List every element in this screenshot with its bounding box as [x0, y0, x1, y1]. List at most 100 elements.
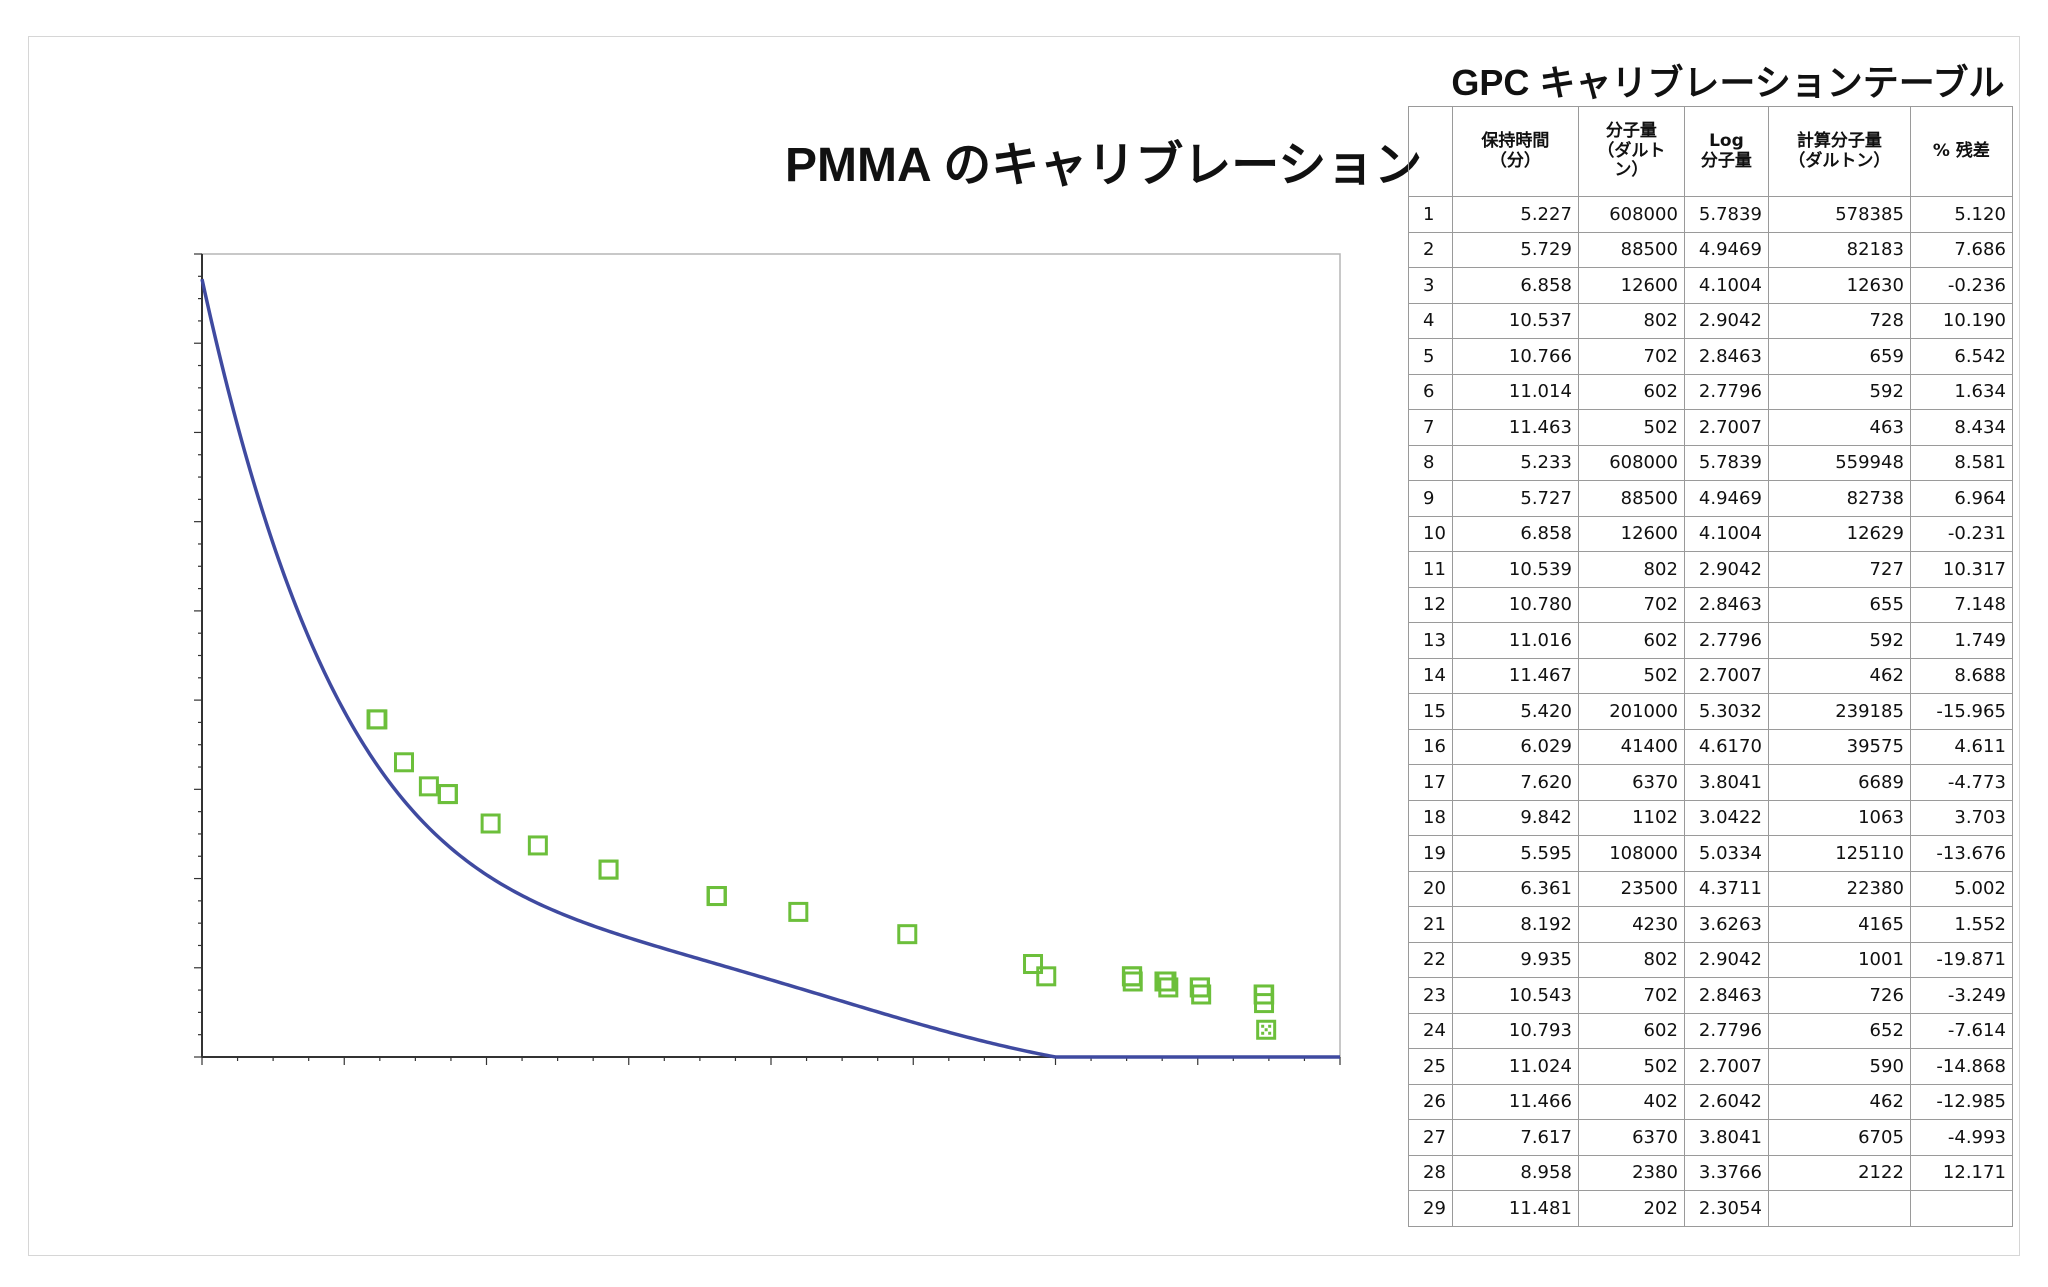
table-cell: 702: [1577, 338, 1685, 375]
table-cell: 702: [1577, 977, 1685, 1014]
row-index: 12: [1408, 586, 1453, 623]
table-cell: 5.595: [1451, 835, 1579, 872]
table-cell: 22380: [1767, 870, 1911, 907]
table-cell: 8.434: [1909, 409, 2013, 446]
table-cell: 702: [1577, 586, 1685, 623]
row-index: 15: [1408, 693, 1453, 730]
table-cell: 652: [1767, 1012, 1911, 1049]
table-cell: 3.0422: [1683, 799, 1769, 836]
table-cell: 608000: [1577, 196, 1685, 233]
table-row: 25 11.024 502 2.7007 590 -14.868: [1408, 1048, 2013, 1085]
table-cell: 82738: [1767, 480, 1911, 517]
table-cell: 11.463: [1451, 409, 1579, 446]
data-point: [1122, 966, 1143, 987]
table-cell: 402: [1577, 1083, 1685, 1120]
row-index: 17: [1408, 764, 1453, 801]
data-point: [393, 752, 414, 773]
table-cell: 6.964: [1909, 480, 2013, 517]
row-index: 14: [1408, 657, 1453, 694]
header-cell: 保持時間 （分）: [1451, 106, 1579, 197]
table-cell: 7.148: [1909, 586, 2013, 623]
table-cell: 10.190: [1909, 302, 2013, 339]
data-point: [1121, 966, 1142, 987]
table-cell: 4165: [1767, 906, 1911, 943]
table-cell: 12.171: [1909, 1154, 2013, 1191]
chart-title: PMMA のキャリブレーション: [785, 139, 1423, 192]
table-cell: -14.868: [1909, 1048, 2013, 1085]
row-index: 7: [1408, 409, 1453, 446]
table-cell: 8.958: [1451, 1154, 1579, 1191]
table-cell: 11.466: [1451, 1083, 1579, 1120]
table-row: 3 6.858 12600 4.1004 12630 -0.236: [1408, 267, 2013, 304]
data-point: [418, 776, 439, 797]
table-row: 9 5.727 88500 4.9469 82738 6.964: [1408, 480, 2013, 517]
table-cell: 12600: [1577, 267, 1685, 304]
table-cell: 608000: [1577, 444, 1685, 481]
table-cell: 2.3054: [1683, 1190, 1769, 1227]
table-cell: 5.7839: [1683, 444, 1769, 481]
table-cell: 728: [1767, 302, 1911, 339]
row-index: 1: [1408, 196, 1453, 233]
table-cell: 7.686: [1909, 231, 2013, 268]
table-cell: 727: [1767, 551, 1911, 588]
table-cell: 4.1004: [1683, 267, 1769, 304]
table-cell: 5.729: [1451, 231, 1579, 268]
excluded-point-mark: [1264, 1028, 1268, 1032]
table-cell: 7.620: [1451, 764, 1579, 801]
table-row: 20 6.361 23500 4.3711 22380 5.002: [1408, 870, 2013, 907]
table-cell: -0.231: [1909, 515, 2013, 552]
header-cell: Log 分子量: [1683, 106, 1769, 197]
excluded-point-mark: [1261, 1031, 1265, 1035]
table-cell: 1.552: [1909, 906, 2013, 943]
table-cell: 4.1004: [1683, 515, 1769, 552]
table-row: 10 6.858 12600 4.1004 12629 -0.231: [1408, 515, 2013, 552]
row-index: 18: [1408, 799, 1453, 836]
table-cell: 1063: [1767, 799, 1911, 836]
data-point: [480, 813, 501, 834]
table-cell: 8.192: [1451, 906, 1579, 943]
table-cell: 4.9469: [1683, 231, 1769, 268]
table-cell: 9.935: [1451, 941, 1579, 978]
data-point: [788, 901, 809, 922]
calibration-table: 保持時間 （分） 分子量 （ダルトン） Log 分子量 計算分子量 （ダルトン）% 残…: [1408, 106, 2013, 1227]
data-point: [1158, 977, 1179, 998]
data-point: [598, 859, 619, 880]
table-cell: 1.749: [1909, 622, 2013, 659]
table-row: 7 11.463 502 2.7007 463 8.434: [1408, 409, 2013, 446]
table-row: 24 10.793 602 2.7796 652 -7.614: [1408, 1012, 2013, 1049]
table-cell: 5.233: [1451, 444, 1579, 481]
table-row: 26 11.466 402 2.6042 462 -12.985: [1408, 1083, 2013, 1120]
table-cell: 39575: [1767, 728, 1911, 765]
table-row: 27 7.617 6370 3.8041 6705 -4.993: [1408, 1119, 2013, 1156]
table-cell: 462: [1767, 657, 1911, 694]
table-row: 8 5.233 608000 5.7839 559948 8.581: [1408, 444, 2013, 481]
table-cell: 88500: [1577, 231, 1685, 268]
table-cell: [1767, 1190, 1911, 1227]
table-cell: 4230: [1577, 906, 1685, 943]
calibration-table-wrap: 保持時間 （分） 分子量 （ダルトン） Log 分子量 計算分子量 （ダルトン）% 残…: [1408, 106, 2013, 1227]
table-cell: -4.773: [1909, 764, 2013, 801]
table-header-row: 保持時間 （分） 分子量 （ダルトン） Log 分子量 計算分子量 （ダルトン）% 残…: [1408, 106, 2013, 197]
table-cell: 10.543: [1451, 977, 1579, 1014]
table-cell: 3.8041: [1683, 1119, 1769, 1156]
table-cell: 6705: [1767, 1119, 1911, 1156]
table-row: 6 11.014 602 2.7796 592 1.634: [1408, 373, 2013, 410]
table-cell: 9.842: [1451, 799, 1579, 836]
row-index: 22: [1408, 941, 1453, 978]
table-cell: 590: [1767, 1048, 1911, 1085]
row-index: 8: [1408, 444, 1453, 481]
table-cell: 2.8463: [1683, 338, 1769, 375]
row-index: 28: [1408, 1154, 1453, 1191]
table-cell: 502: [1577, 409, 1685, 446]
table-cell: 655: [1767, 586, 1911, 623]
table-cell: 502: [1577, 657, 1685, 694]
table-row: 5 10.766 702 2.8463 659 6.542: [1408, 338, 2013, 375]
table-cell: -12.985: [1909, 1083, 2013, 1120]
excluded-data-point: [1256, 1019, 1277, 1040]
row-index: 20: [1408, 870, 1453, 907]
row-index: 26: [1408, 1083, 1453, 1120]
data-point: [1254, 993, 1275, 1014]
table-cell: -19.871: [1909, 941, 2013, 978]
table-cell: 4.9469: [1683, 480, 1769, 517]
table-cell: -4.993: [1909, 1119, 2013, 1156]
